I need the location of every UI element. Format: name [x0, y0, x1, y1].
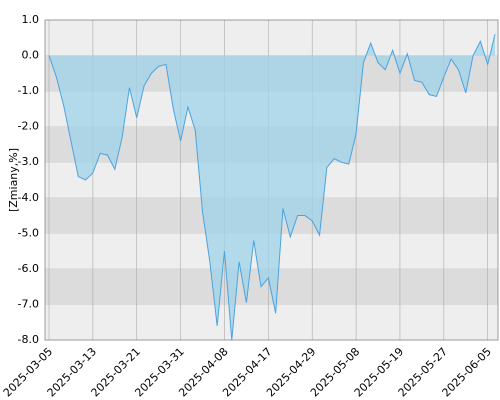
area: [49, 34, 495, 340]
y-tick-label: -1.0: [18, 84, 39, 97]
y-tick-label: -2.0: [18, 120, 39, 133]
y-tick-label: 0.0: [22, 49, 40, 62]
plot-frame: [44, 19, 499, 341]
y-tick-label: -8.0: [18, 333, 39, 346]
y-tick-label: 1.0: [22, 13, 40, 26]
y-tick-label: -4.0: [18, 191, 39, 204]
y-tick-label: -7.0: [18, 297, 39, 310]
line: [48, 34, 496, 341]
y-tick-label: -6.0: [18, 262, 39, 275]
y-tick-label: -5.0: [18, 226, 39, 239]
y-tick-label: -3.0: [18, 155, 39, 168]
y-axis-label: [Zmiany,%]: [7, 148, 20, 212]
